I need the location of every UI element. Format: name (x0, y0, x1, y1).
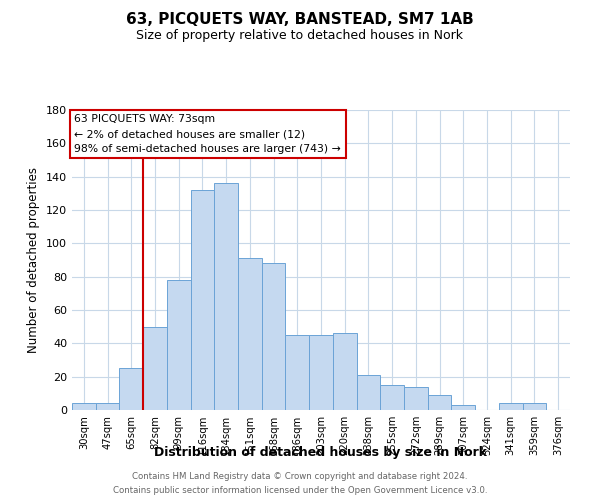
Bar (119, 368, 143, 410)
Bar (262, 264, 286, 410)
Bar (523, 404, 546, 410)
Bar (167, 280, 191, 410)
Bar (238, 258, 262, 410)
Bar (380, 385, 404, 410)
Bar (333, 334, 356, 410)
Bar (356, 375, 380, 410)
Text: Distribution of detached houses by size in Nork: Distribution of detached houses by size … (155, 446, 487, 459)
Text: Contains HM Land Registry data © Crown copyright and database right 2024.: Contains HM Land Registry data © Crown c… (132, 472, 468, 481)
Bar (96, 404, 119, 410)
Bar (214, 184, 238, 410)
Bar (309, 335, 333, 410)
Bar (428, 395, 451, 410)
Text: 63 PICQUETS WAY: 73sqm
← 2% of detached houses are smaller (12)
98% of semi-deta: 63 PICQUETS WAY: 73sqm ← 2% of detached … (74, 114, 341, 154)
Bar (404, 386, 428, 410)
Bar (191, 190, 214, 410)
Bar (286, 335, 309, 410)
Bar (143, 326, 167, 410)
Text: Contains public sector information licensed under the Open Government Licence v3: Contains public sector information licen… (113, 486, 487, 495)
Text: Size of property relative to detached houses in Nork: Size of property relative to detached ho… (137, 29, 464, 42)
Bar (72, 404, 96, 410)
Bar (451, 405, 475, 410)
Bar (499, 404, 523, 410)
Text: 63, PICQUETS WAY, BANSTEAD, SM7 1AB: 63, PICQUETS WAY, BANSTEAD, SM7 1AB (126, 12, 474, 28)
Y-axis label: Number of detached properties: Number of detached properties (28, 167, 40, 353)
